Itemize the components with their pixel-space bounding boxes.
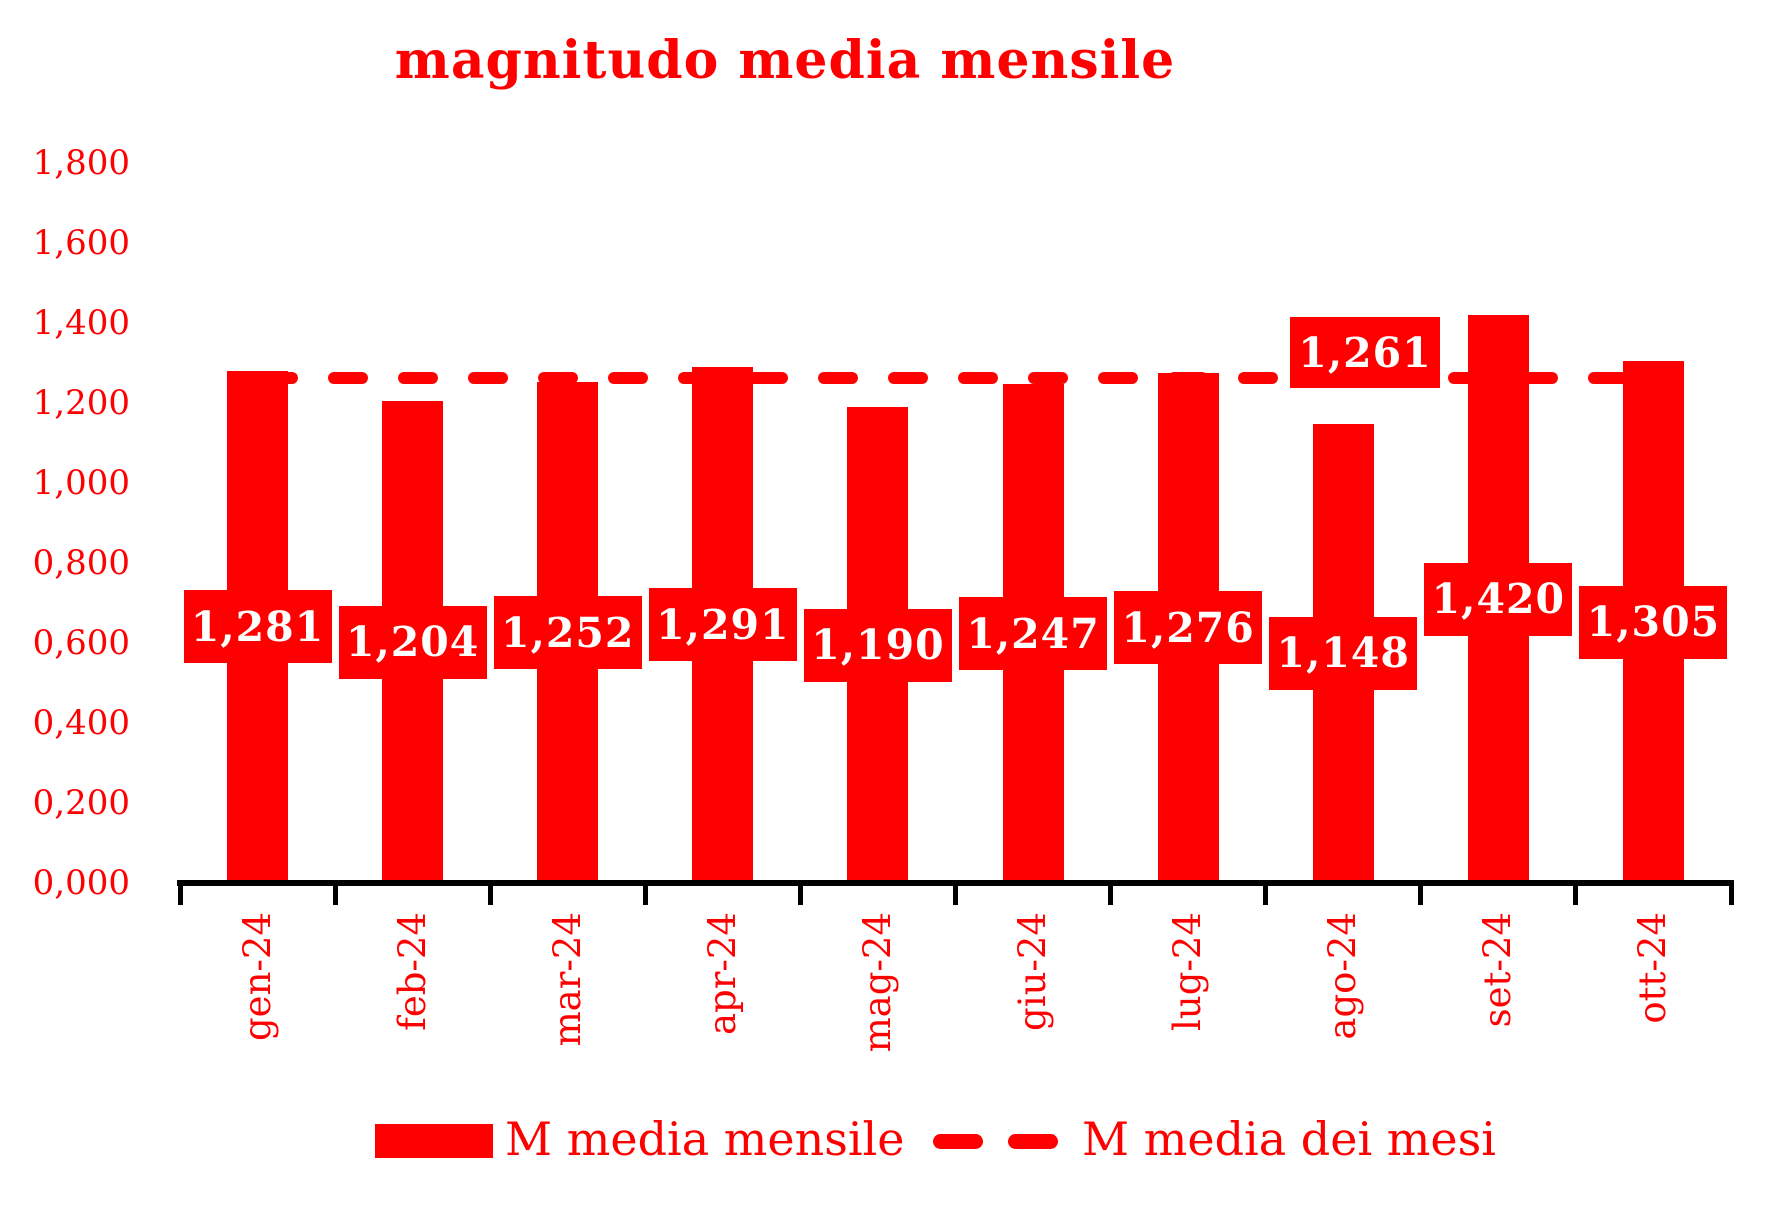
x-axis-tick <box>1108 880 1114 905</box>
y-axis-tick-label: 1,000 <box>32 463 130 503</box>
x-axis-tick <box>177 880 183 905</box>
x-axis-category-label: mar-24 <box>545 912 589 1047</box>
y-axis-tick-label: 0,600 <box>32 623 130 663</box>
mean-line-dash <box>327 372 368 384</box>
x-axis-tick <box>487 880 493 905</box>
y-axis-tick-label: 1,800 <box>32 143 130 183</box>
x-axis-category-label: apr-24 <box>700 912 744 1036</box>
x-axis-category-label: lug-24 <box>1166 912 1210 1031</box>
x-axis-category-label: giu-24 <box>1011 912 1055 1031</box>
bar-value-label: 1,420 <box>1424 562 1573 636</box>
bar-value-label: 1,247 <box>959 597 1108 671</box>
bar-value-label: 1,305 <box>1579 585 1728 659</box>
mean-line-dash <box>1167 372 1208 384</box>
mean-line-dash <box>1237 372 1278 384</box>
y-axis-tick-label: 1,600 <box>32 223 130 263</box>
bar-value-label: 1,291 <box>648 588 797 662</box>
bar-value-label: 1,190 <box>803 608 952 682</box>
chart-title: magnitudo media mensile <box>394 30 1176 91</box>
x-axis-category-label: mag-24 <box>855 912 899 1053</box>
bar-value-label: 1,281 <box>183 590 332 664</box>
mean-line-dash <box>1097 372 1138 384</box>
mean-line-dash <box>747 372 788 384</box>
mean-line-dash <box>1587 372 1628 384</box>
y-axis-tick-label: 0,800 <box>32 543 130 583</box>
mean-line-dash <box>397 372 438 384</box>
x-axis-tick <box>642 880 648 905</box>
bar-value-label: 1,204 <box>338 605 487 679</box>
mean-line-dash <box>1517 372 1558 384</box>
y-axis-tick-label: 1,400 <box>32 303 130 343</box>
x-axis-tick <box>1573 880 1579 905</box>
mean-line-dash <box>677 372 718 384</box>
x-axis-category-label: ago-24 <box>1321 912 1365 1040</box>
x-axis-tick <box>953 880 958 905</box>
bar-value-label: 1,276 <box>1114 591 1263 665</box>
mean-line-dash <box>817 372 858 384</box>
x-axis-category-label: set-24 <box>1476 912 1520 1028</box>
mean-line-dash <box>467 372 508 384</box>
mean-line-dash <box>537 372 578 384</box>
mean-line-dash <box>957 372 998 384</box>
x-axis-category-label: gen-24 <box>235 912 279 1041</box>
mean-line-dash <box>257 372 298 384</box>
mean-line-dash <box>607 372 648 384</box>
y-axis-tick-label: 0,200 <box>32 783 130 823</box>
mean-line-dash <box>887 372 928 384</box>
x-axis-category-label: ott-24 <box>1631 912 1675 1024</box>
x-axis-tick <box>1263 880 1269 905</box>
x-axis-tick <box>1418 880 1424 905</box>
y-axis-tick-label: 0,000 <box>32 863 130 903</box>
x-axis-tick <box>797 880 803 905</box>
bar-value-label: 1,148 <box>1269 616 1418 690</box>
y-axis-tick-label: 1,200 <box>32 383 130 423</box>
mean-value-label: 1,261 <box>1290 317 1440 388</box>
y-axis-tick-label: 0,400 <box>32 703 130 743</box>
mean-line-dash <box>1447 372 1488 384</box>
mean-line-dash <box>1027 372 1068 384</box>
x-axis-tick <box>332 880 338 905</box>
x-axis-tick <box>1728 880 1734 905</box>
x-axis-category-label: feb-24 <box>390 912 434 1031</box>
bar-value-label: 1,252 <box>493 596 642 670</box>
